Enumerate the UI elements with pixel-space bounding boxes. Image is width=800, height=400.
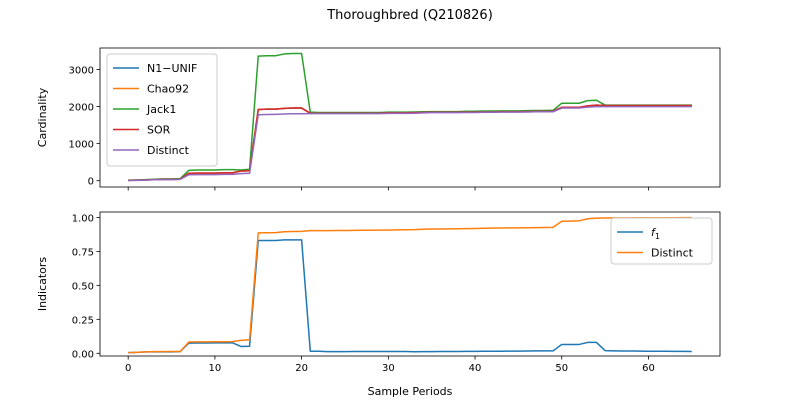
x-tick-label: 30	[382, 363, 395, 374]
y-tick-label: 1000	[69, 140, 94, 151]
axes-frame	[99, 211, 721, 357]
legend-label-distinct: Distinct	[147, 144, 190, 157]
y-tick-label: 2000	[69, 103, 94, 114]
y-tick-label: 0.75	[72, 247, 94, 258]
legend-label-f1: f1	[651, 226, 660, 241]
legend-box	[106, 53, 218, 167]
x-tick-label: 20	[295, 363, 308, 374]
y-tick-label: 3000	[69, 65, 94, 76]
series-line-distinct	[128, 105, 692, 182]
legend-label-sor: SOR	[147, 124, 171, 137]
x-tick-label: 10	[209, 363, 222, 374]
legend: N1−UNIF Chao92 Jack1 SOR Distinct	[106, 53, 218, 167]
y-tick-label: 0	[88, 177, 94, 188]
y-axis-title: Cardinality	[36, 87, 49, 147]
figure-title: Thoroughbred (Q210826)	[326, 8, 493, 23]
series-line-distinct	[128, 216, 692, 354]
x-tick-label: 50	[555, 363, 568, 374]
legend-label-n1-unif: N1−UNIF	[147, 62, 197, 75]
y-axis-title: Indicators	[36, 257, 49, 312]
axes-frame	[99, 47, 721, 188]
legend: f1 Distinct	[610, 217, 713, 265]
series-line-f1	[128, 239, 692, 354]
legend-label-chao92: Chao92	[147, 83, 189, 96]
legend-label-distinct: Distinct	[651, 247, 694, 260]
indicators-panel: 0 10 20 30 40 50 60 0.00 0.25 0.50 0.75 1.00 Indicat…	[36, 211, 721, 398]
y-tick-label: 0.00	[72, 349, 94, 360]
x-tick-label: 0	[125, 363, 131, 374]
x-axis-title: Sample Periods	[368, 385, 453, 398]
legend-label-jack1: Jack1	[146, 103, 176, 116]
x-tick-label: 60	[642, 363, 655, 374]
y-tick-label: 1.00	[72, 213, 94, 224]
y-tick-label: 0.25	[72, 315, 94, 326]
y-tick-label: 0.50	[72, 281, 94, 292]
x-tick-label: 40	[469, 363, 482, 374]
cardinality-panel: 0 1000 2000 3000 Cardinality N1−UNIF Chao92 Jac…	[36, 47, 721, 191]
